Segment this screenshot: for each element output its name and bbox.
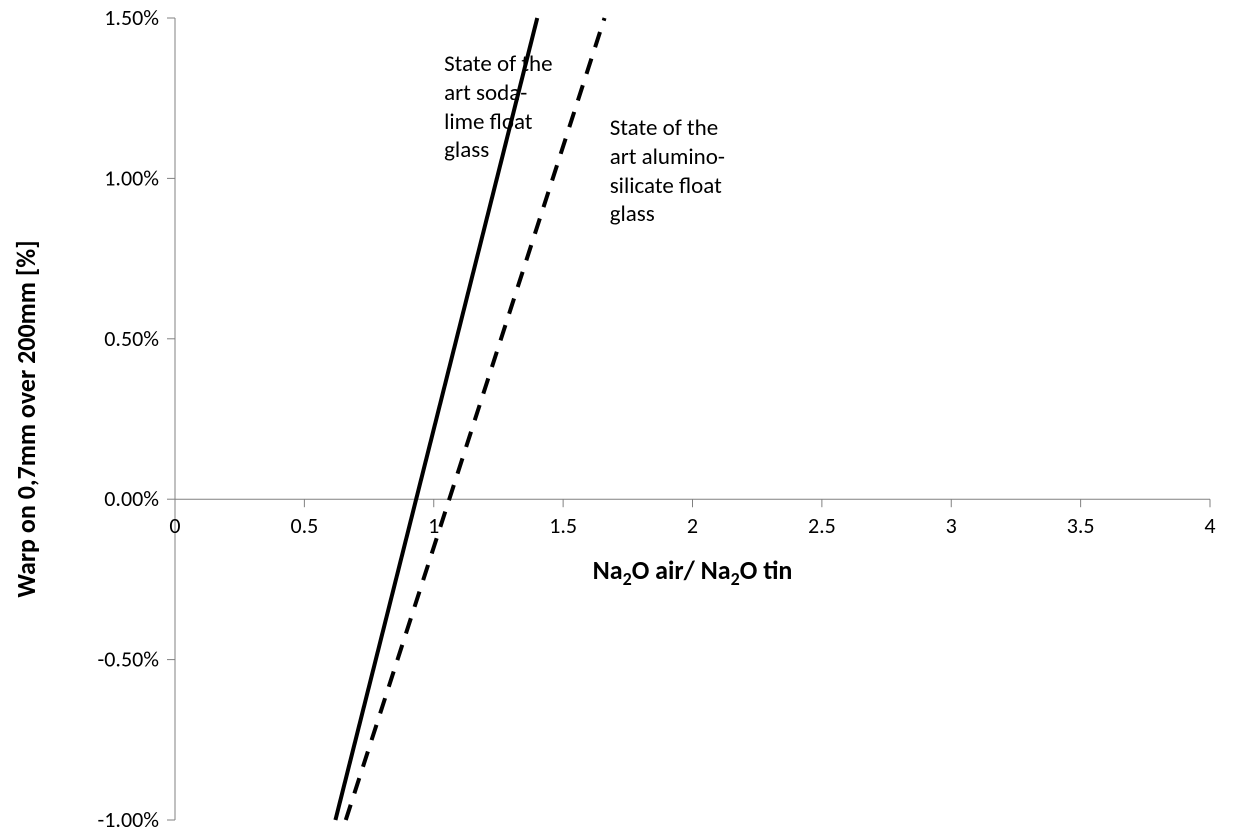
x-axis-title: Na2O air/ Na2O tin [593,554,793,590]
x-tick-label: 1 [428,512,439,539]
x-tick-label: 1.5 [549,512,577,539]
x-tick-label: 2 [687,512,698,539]
y-tick-label: 1.50% [104,4,159,31]
x-tick-label: 3.5 [1067,512,1095,539]
x-tick-label: 0.5 [290,512,318,539]
x-tick-label: 3 [946,512,957,539]
y-tick-label: 1.00% [104,164,159,191]
y-tick-label: -1.00% [98,806,160,833]
y-tick-label: -0.50% [98,646,160,673]
y-tick-label: 0.00% [104,485,159,512]
x-tick-label: 2.5 [808,512,836,539]
y-tick-label: 0.50% [104,325,159,352]
annotation-soda-lime: State of theart soda-lime floatglass [444,50,552,165]
x-tick-label: 0 [169,512,180,539]
x-tick-label: 4 [1204,512,1215,539]
y-axis-title: Warp on 0,7mm over 200mm [%] [10,240,42,597]
annotation-alumino-silicate: State of theart alumino-silicate floatgl… [610,114,725,229]
chart-container: 0 0.5 1 1.5 2 2.5 3 3.5 4 -1.00% -0.50% 0.00% 0.50% 1… [0,0,1240,840]
